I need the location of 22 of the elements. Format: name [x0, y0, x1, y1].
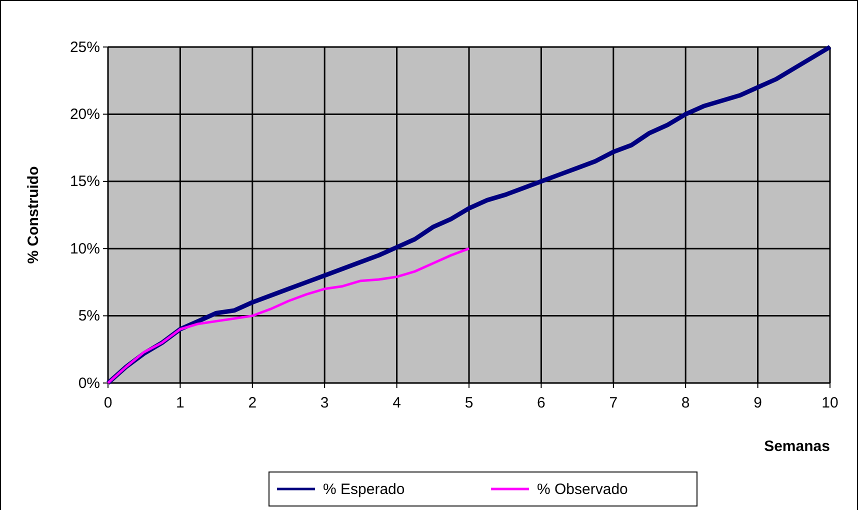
x-tick-label: 7	[609, 394, 618, 412]
x-tick-label: 4	[392, 394, 401, 412]
x-tick-label: 2	[248, 394, 257, 412]
y-tick-label: 10%	[70, 240, 100, 258]
x-tick-label: 10	[822, 394, 838, 412]
y-tick-label: 25%	[70, 38, 100, 56]
x-tick-label: 8	[681, 394, 690, 412]
x-tick-label: 9	[754, 394, 762, 412]
y-tick-label: 20%	[70, 106, 100, 123]
x-tick-label: 6	[537, 394, 546, 412]
y-tick-label: 0%	[78, 374, 100, 392]
x-axis-title: Semanas	[764, 438, 830, 455]
y-tick-label: 5%	[78, 308, 100, 325]
line-series	[106, 247, 470, 384]
x-tick-label: 1	[176, 394, 184, 412]
x-tick-label: 3	[320, 394, 329, 412]
x-tick-label: 5	[464, 394, 474, 412]
y-axis-title: % Construido	[25, 166, 42, 264]
x-tick-label: 0	[104, 394, 112, 412]
legend-label: % Observado	[537, 481, 628, 498]
legend-label: % Esperado	[323, 481, 405, 498]
y-tick-label: 15%	[70, 173, 100, 190]
